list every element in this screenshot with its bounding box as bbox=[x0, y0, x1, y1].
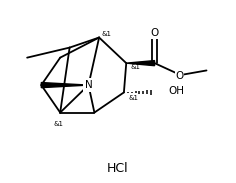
Text: &1: &1 bbox=[101, 31, 111, 37]
Text: HCl: HCl bbox=[107, 162, 129, 175]
Text: O: O bbox=[151, 29, 159, 38]
Text: OH: OH bbox=[169, 87, 185, 96]
Text: &1: &1 bbox=[129, 95, 139, 101]
Polygon shape bbox=[126, 61, 155, 66]
Text: &1: &1 bbox=[53, 121, 63, 126]
Polygon shape bbox=[41, 83, 88, 88]
Text: O: O bbox=[175, 71, 183, 81]
Text: N: N bbox=[85, 80, 92, 90]
Text: &1: &1 bbox=[131, 64, 141, 70]
